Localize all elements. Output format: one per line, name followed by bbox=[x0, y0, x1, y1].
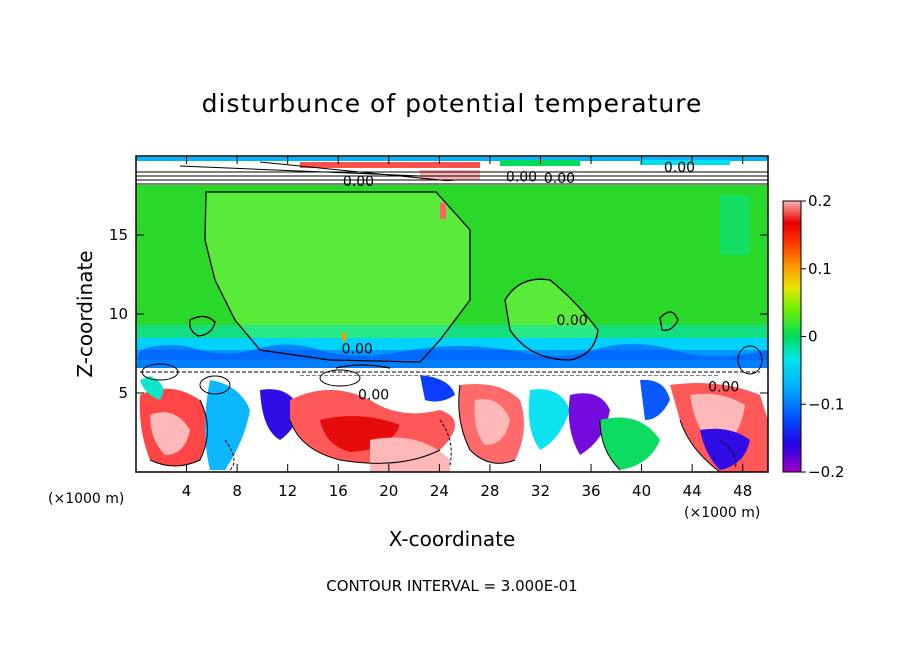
heatmap-field bbox=[136, 156, 768, 472]
contour-label: 0.00 bbox=[556, 313, 587, 329]
x-tick-label: 16 bbox=[329, 482, 348, 500]
x-tick-label: 48 bbox=[733, 482, 752, 500]
colorbar-tick-label: −0.2 bbox=[808, 463, 844, 481]
x-tick-label: 28 bbox=[480, 482, 499, 500]
contour-label: 0.00 bbox=[358, 387, 389, 403]
x-tick-label: 32 bbox=[531, 482, 550, 500]
x-tick-label: 8 bbox=[232, 482, 242, 500]
contour-label: 0.00 bbox=[342, 342, 373, 358]
colorbar-tick-label: 0 bbox=[808, 328, 818, 346]
y-tick-label: 15 bbox=[109, 226, 128, 244]
contour-label: 0.00 bbox=[343, 174, 374, 190]
contour-labels: 0.00 0.00 0.00 0.00 0.00 0.00 0.00 0.00 bbox=[342, 160, 740, 404]
x-tick-label: 44 bbox=[683, 482, 702, 500]
colorbar-tick-label: 0.2 bbox=[808, 192, 832, 210]
x-tick-label: 12 bbox=[278, 482, 297, 500]
x-tick-label: 20 bbox=[379, 482, 398, 500]
x-tick-label: 24 bbox=[430, 482, 449, 500]
colorbar-tick-label: −0.1 bbox=[808, 395, 844, 413]
y-tick-label: 5 bbox=[118, 384, 128, 402]
colorbar: 0.2 0.1 0 −0.1 −0.2 bbox=[782, 192, 844, 481]
contour-label: 0.00 bbox=[664, 160, 695, 176]
x-unit-right: (×1000 m) bbox=[684, 505, 760, 521]
contour-label: 0.00 bbox=[708, 379, 739, 395]
colorbar-ticks: 0.2 0.1 0 −0.1 −0.2 bbox=[801, 192, 844, 481]
colorbar-ramp bbox=[782, 200, 802, 473]
colorbar-tick-label: 0.1 bbox=[808, 260, 832, 278]
y-tick-label: 10 bbox=[109, 305, 128, 323]
contour-label: 0.00 bbox=[544, 171, 575, 187]
contour-label: 0.00 bbox=[506, 169, 537, 185]
x-axis-label: X-coordinate bbox=[389, 527, 516, 551]
y-axis-label: Z-coordinate bbox=[73, 250, 97, 377]
y-axis: 5 10 15 bbox=[109, 226, 768, 402]
x-unit-left: (×1000 m) bbox=[48, 491, 124, 507]
footer-contour-interval: CONTOUR INTERVAL = 3.000E-01 bbox=[326, 577, 577, 595]
x-tick-label: 4 bbox=[182, 482, 192, 500]
x-axis: 4 8 12 16 20 24 28 32 36 40 44 48 bbox=[182, 156, 752, 500]
x-tick-label: 36 bbox=[581, 482, 600, 500]
chart-title: disturbunce of potential temperature bbox=[202, 89, 703, 118]
x-tick-label: 40 bbox=[632, 482, 651, 500]
